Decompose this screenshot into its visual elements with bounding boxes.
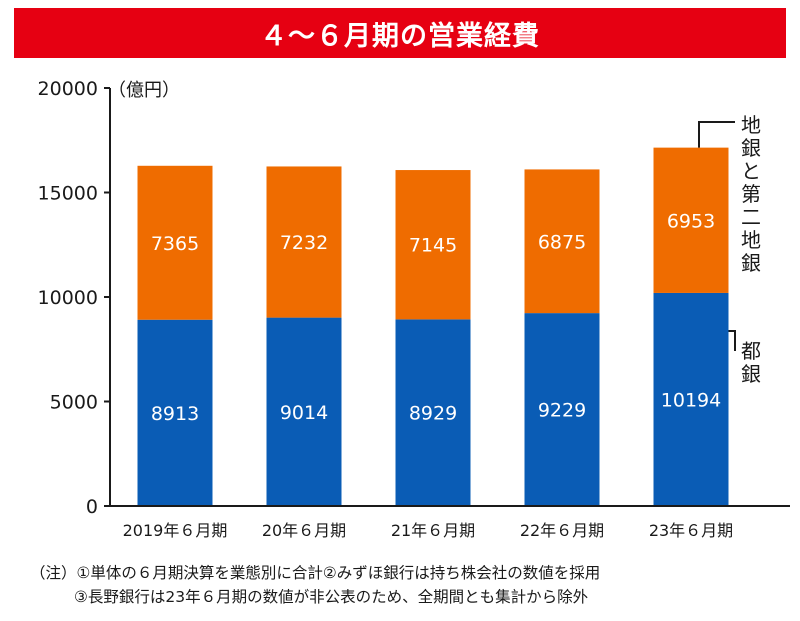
bar-segment-toshigin [137, 319, 213, 506]
y-axis: 0 5000 10000 15000 20000 [38, 78, 111, 518]
title-bar: ４～６月期の営業経費 [14, 8, 786, 58]
legend-leader-toshigin [728, 330, 736, 351]
bar-value-label-chigin: 7145 [409, 235, 457, 257]
bar-value-label-chigin: 7232 [280, 232, 328, 254]
y-tick-label: 20000 [38, 78, 98, 100]
bar-value-label-toshigin: 8913 [151, 403, 199, 425]
bar-value-label-toshigin: 9014 [280, 402, 328, 424]
x-category-label: 22年６月期 [520, 521, 604, 540]
bar-value-label-chigin: 6953 [667, 210, 715, 232]
chart-title: ４～６月期の営業経費 [260, 20, 540, 52]
note-line-2: ③長野銀行は23年６月期の数値が非公表のため、全期間とも集計から除外 [74, 588, 589, 606]
stacked-bar-chart: （億円） 0 5000 10000 15000 20000 8913 7365 9014 72… [38, 78, 790, 540]
x-category-label: 2019年６月期 [123, 521, 228, 540]
bar-value-label-toshigin: 8929 [409, 403, 457, 425]
bar-segment-chigin [137, 165, 213, 320]
bar-segment-toshigin [266, 317, 342, 506]
bar-value-label-toshigin: 10194 [661, 389, 721, 411]
bar-value-label-chigin: 7365 [151, 233, 199, 255]
note-line-1: （注）①単体の６月期決算を業態別に合計②みずほ銀行は持ち株会社の数値を採用 [30, 564, 601, 582]
bar-value-label-toshigin: 9229 [538, 400, 586, 422]
x-category-label: 20年６月期 [262, 521, 346, 540]
y-tick-label: 5000 [50, 392, 98, 414]
y-tick-label: 0 [86, 496, 98, 518]
x-axis: 2019年６月期 20年６月期 21年６月期 22年６月期 23年６月期 [110, 505, 790, 540]
legend-label-chigin: 地銀と第二地銀 [741, 113, 761, 275]
bar-segment-chigin [524, 169, 600, 314]
y-tick-label: 15000 [38, 183, 98, 205]
x-category-label: 23年６月期 [649, 521, 733, 540]
bar-segment-toshigin [524, 313, 600, 506]
bar-segment-toshigin [653, 292, 729, 506]
bar-value-label-chigin: 6875 [538, 231, 586, 253]
y-tick-label: 10000 [38, 287, 98, 309]
bars: 8913 7365 9014 7232 8929 7145 9229 6875 10194 695… [137, 147, 729, 506]
bar-segment-toshigin [395, 319, 471, 506]
notes: （注）①単体の６月期決算を業態別に合計②みずほ銀行は持ち株会社の数値を採用 ③長… [30, 561, 790, 609]
legend-label-toshigin: 都銀 [741, 339, 761, 386]
legend-leader-chigin [698, 121, 735, 148]
unit-label: （億円） [108, 80, 180, 101]
bar-segment-chigin [266, 166, 342, 318]
bar-segment-chigin [395, 170, 471, 320]
bar-segment-chigin [653, 147, 729, 293]
x-category-label: 21年６月期 [391, 521, 475, 540]
